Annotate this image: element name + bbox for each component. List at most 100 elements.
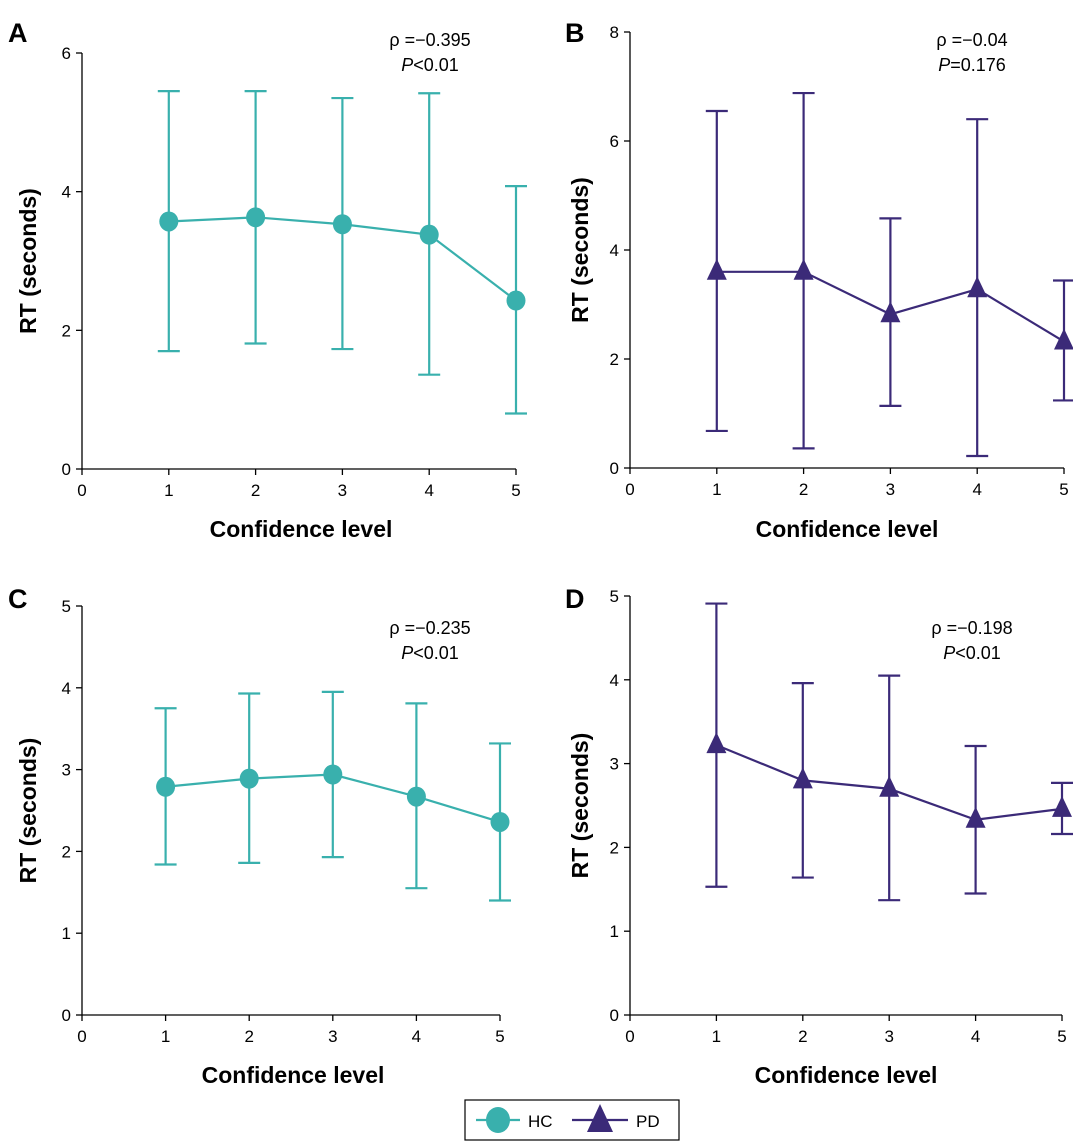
data-point bbox=[792, 767, 813, 789]
rho-annotation: ρ =−0.235 bbox=[389, 618, 470, 638]
data-point bbox=[880, 301, 901, 323]
panel-letter: C bbox=[8, 584, 28, 614]
data-point bbox=[967, 276, 988, 298]
x-tick-label: 1 bbox=[712, 480, 721, 499]
y-axis-title: RT (seconds) bbox=[15, 738, 41, 884]
data-point bbox=[965, 806, 986, 828]
x-tick-label: 4 bbox=[412, 1027, 421, 1046]
y-tick-label: 2 bbox=[62, 842, 71, 861]
x-tick-label: 4 bbox=[972, 480, 981, 499]
x-tick-label: 1 bbox=[712, 1027, 721, 1046]
y-tick-label: 4 bbox=[62, 679, 71, 698]
y-tick-label: 0 bbox=[62, 1006, 71, 1025]
data-point bbox=[323, 764, 343, 785]
p-value: =0.176 bbox=[950, 55, 1006, 75]
p-value: <0.01 bbox=[413, 55, 459, 75]
panel-D: D 0 1 2 3 4 5 0 1 2 3 4 5 Confidence level RT (seconds… bbox=[565, 584, 1073, 1088]
x-tick-label: 0 bbox=[77, 1027, 86, 1046]
x-tick-label: 3 bbox=[328, 1027, 337, 1046]
x-tick-label: 0 bbox=[625, 1027, 634, 1046]
y-tick-label: 8 bbox=[610, 23, 619, 42]
x-tick-label: 2 bbox=[799, 480, 808, 499]
x-axis-title: Confidence level bbox=[210, 516, 393, 542]
data-point bbox=[490, 811, 510, 832]
y-tick-label: 6 bbox=[610, 132, 619, 151]
x-axis-title: Confidence level bbox=[755, 1062, 938, 1088]
panel-A: A 0 2 4 6 0 1 2 3 4 5 Confidence level RT (seconds) ρ… bbox=[8, 18, 527, 542]
p-symbol: P bbox=[401, 643, 413, 663]
x-tick-label: 1 bbox=[164, 481, 173, 500]
p-annotation: P<0.01 bbox=[401, 55, 459, 75]
data-point bbox=[1052, 795, 1072, 817]
data-point bbox=[332, 214, 352, 235]
x-tick-label: 3 bbox=[886, 480, 895, 499]
x-tick-label: 4 bbox=[424, 481, 433, 500]
y-tick-label: 1 bbox=[610, 922, 619, 941]
y-tick-label: 4 bbox=[610, 671, 619, 690]
p-annotation: P=0.176 bbox=[938, 55, 1006, 75]
x-tick-label: 3 bbox=[338, 481, 347, 500]
data-point bbox=[706, 258, 727, 280]
data-point bbox=[159, 211, 179, 232]
x-tick-label: 5 bbox=[511, 481, 520, 500]
x-tick-label: 4 bbox=[971, 1027, 980, 1046]
data-point bbox=[1054, 328, 1073, 350]
p-symbol: P bbox=[938, 55, 950, 75]
x-axis-title: Confidence level bbox=[756, 516, 939, 542]
data-point bbox=[793, 258, 814, 280]
y-tick-label: 0 bbox=[62, 460, 71, 479]
legend: HC PD bbox=[464, 1099, 680, 1141]
legend-pd-label: PD bbox=[636, 1112, 660, 1131]
y-axis-title: RT (seconds) bbox=[567, 733, 593, 879]
x-tick-label: 3 bbox=[884, 1027, 893, 1046]
y-tick-label: 0 bbox=[610, 1006, 619, 1025]
y-tick-label: 3 bbox=[62, 761, 71, 780]
x-tick-label: 2 bbox=[798, 1027, 807, 1046]
x-axis-title: Confidence level bbox=[202, 1062, 385, 1088]
legend-hc-label: HC bbox=[528, 1112, 553, 1131]
p-value: <0.01 bbox=[955, 643, 1001, 663]
legend-pd-marker bbox=[587, 1104, 613, 1132]
x-tick-label: 0 bbox=[625, 480, 634, 499]
y-axis-title: RT (seconds) bbox=[567, 177, 593, 323]
data-point bbox=[879, 775, 900, 797]
data-point bbox=[506, 290, 526, 311]
y-tick-label: 6 bbox=[62, 44, 71, 63]
y-tick-label: 1 bbox=[62, 924, 71, 943]
panel-letter: B bbox=[565, 18, 585, 48]
data-point bbox=[156, 776, 176, 797]
p-annotation: P<0.01 bbox=[401, 643, 459, 663]
rho-annotation: ρ =−0.198 bbox=[931, 618, 1012, 638]
y-tick-label: 5 bbox=[610, 587, 619, 606]
data-point bbox=[406, 786, 426, 807]
y-tick-label: 0 bbox=[610, 459, 619, 478]
p-annotation: P<0.01 bbox=[943, 643, 1001, 663]
p-symbol: P bbox=[943, 643, 955, 663]
data-point bbox=[706, 732, 727, 754]
x-tick-label: 5 bbox=[1057, 1027, 1066, 1046]
y-tick-label: 2 bbox=[62, 321, 71, 340]
y-tick-label: 3 bbox=[610, 755, 619, 774]
legend-hc-marker bbox=[486, 1107, 510, 1133]
panel-C: C 0 1 2 3 4 5 0 1 2 3 4 5 Confidence level RT (seconds… bbox=[8, 584, 511, 1088]
data-point bbox=[239, 768, 259, 789]
x-tick-label: 5 bbox=[1059, 480, 1068, 499]
data-point bbox=[246, 207, 266, 228]
panel-letter: A bbox=[8, 18, 28, 48]
y-tick-label: 2 bbox=[610, 350, 619, 369]
x-tick-label: 1 bbox=[161, 1027, 170, 1046]
x-tick-label: 2 bbox=[244, 1027, 253, 1046]
y-axis-title: RT (seconds) bbox=[15, 188, 41, 334]
y-tick-label: 5 bbox=[62, 597, 71, 616]
rho-annotation: ρ =−0.04 bbox=[936, 30, 1007, 50]
x-tick-label: 0 bbox=[77, 481, 86, 500]
panel-B: B 0 2 4 6 8 0 1 2 3 4 5 Confidence level RT (seconds)… bbox=[565, 18, 1073, 542]
rho-annotation: ρ =−0.395 bbox=[389, 30, 470, 50]
data-point bbox=[419, 224, 439, 245]
x-tick-label: 5 bbox=[495, 1027, 504, 1046]
x-tick-label: 2 bbox=[251, 481, 260, 500]
y-tick-label: 4 bbox=[610, 241, 619, 260]
y-tick-label: 2 bbox=[610, 838, 619, 857]
y-tick-label: 4 bbox=[62, 183, 71, 202]
